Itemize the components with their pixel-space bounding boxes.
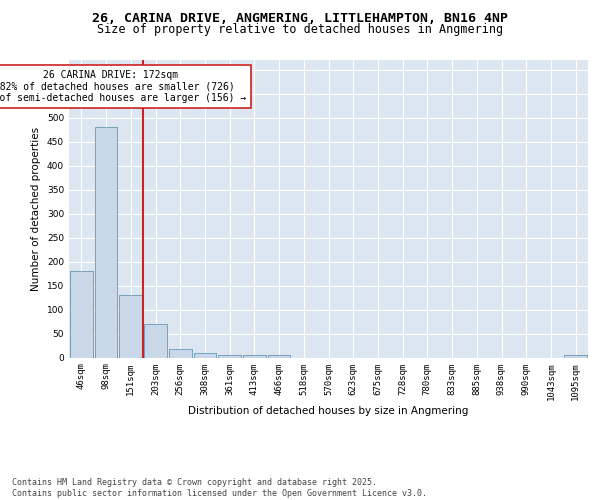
Y-axis label: Number of detached properties: Number of detached properties bbox=[31, 126, 41, 291]
Bar bbox=[194, 352, 216, 358]
Bar bbox=[119, 295, 142, 358]
Bar bbox=[70, 270, 93, 358]
Text: 26, CARINA DRIVE, ANGMERING, LITTLEHAMPTON, BN16 4NP: 26, CARINA DRIVE, ANGMERING, LITTLEHAMPT… bbox=[92, 12, 508, 26]
Bar bbox=[218, 354, 241, 358]
Bar bbox=[268, 355, 290, 358]
X-axis label: Distribution of detached houses by size in Angmering: Distribution of detached houses by size … bbox=[188, 406, 469, 415]
Bar bbox=[564, 355, 587, 358]
Text: Contains HM Land Registry data © Crown copyright and database right 2025.
Contai: Contains HM Land Registry data © Crown c… bbox=[12, 478, 427, 498]
Bar bbox=[144, 324, 167, 358]
Text: 26 CARINA DRIVE: 172sqm
← 82% of detached houses are smaller (726)
18% of semi-d: 26 CARINA DRIVE: 172sqm ← 82% of detache… bbox=[0, 70, 246, 103]
Bar bbox=[243, 355, 266, 358]
Text: Size of property relative to detached houses in Angmering: Size of property relative to detached ho… bbox=[97, 24, 503, 36]
Bar bbox=[95, 127, 118, 358]
Bar bbox=[169, 350, 191, 358]
